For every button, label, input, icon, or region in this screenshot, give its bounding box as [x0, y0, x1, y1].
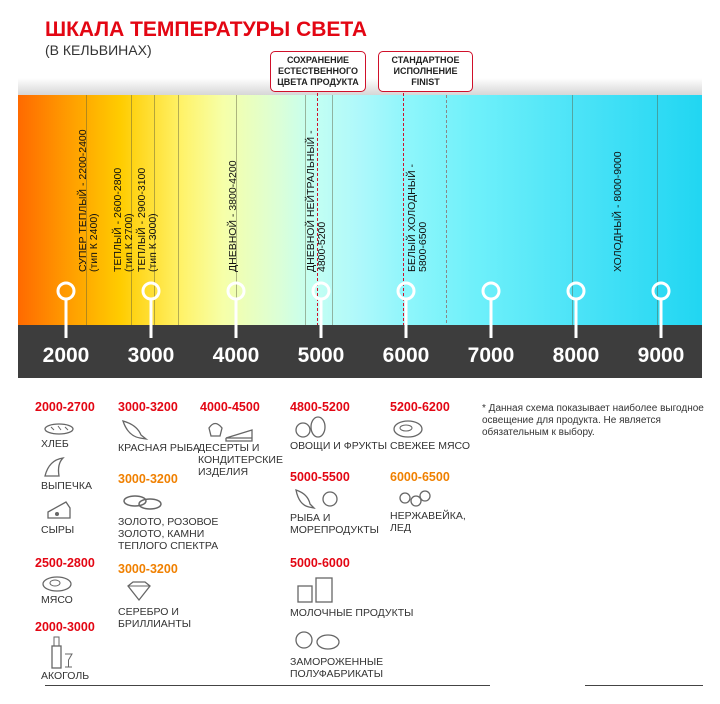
- item-steel-ice: НЕРЖАВЕЙКА, ЛЕД: [390, 510, 466, 534]
- scale-tick-label: 7000: [467, 344, 515, 367]
- range-label: 6000-6500: [390, 470, 450, 484]
- column-daylight: 4000-4500 ДЕСЕРТЫ И КОНДИТЕРСКИЕ ИЗДЕЛИЯ: [198, 400, 293, 478]
- band-divider: [572, 95, 573, 335]
- item-alcohol: АКОГОЛЬ: [41, 670, 90, 682]
- item-vegetables: ОВОЩИ И ФРУКТЫ: [290, 440, 388, 452]
- alcohol-icon: [51, 636, 73, 669]
- callout-line-finist: [403, 68, 404, 336]
- diamond-icon: [127, 581, 151, 602]
- band-label-cold: ХОЛОДНЫЙ - 8000-9000: [612, 151, 624, 272]
- scale-marker-stem: [659, 300, 663, 338]
- band-divider: [86, 95, 87, 335]
- band-divider: [131, 95, 132, 335]
- scale-marker-circle: [481, 281, 501, 301]
- scale-tick-label: 4000: [212, 344, 260, 367]
- scale-tick-label: 8000: [552, 344, 600, 367]
- page-title: ШКАЛА ТЕМПЕРАТУРЫ СВЕТА: [45, 18, 368, 41]
- item-desserts: ДЕСЕРТЫ И КОНДИТЕРСКИЕ ИЗДЕЛИЯ: [198, 442, 283, 478]
- band-divider: [332, 95, 333, 335]
- bread-icon: [44, 423, 74, 435]
- footnote: * Данная схема показывает наиболее выгод…: [482, 403, 704, 438]
- seafood-icon: [295, 489, 338, 510]
- callout-natural-color: СОХРАНЕНИЕ ЕСТЕСТВЕННОГО ЦВЕТА ПРОДУКТА: [270, 51, 366, 92]
- band-label-cool-white: БЕЛЫЙ ХОЛОДНЫЙ -5800-6500: [406, 163, 429, 272]
- item-dairy: МОЛОЧНЫЕ ПРОДУКТЫ: [290, 607, 414, 619]
- range-label: 3000-3200: [118, 400, 178, 414]
- band-label-daylight: ДНЕВНОЙ - 3800-4200: [227, 160, 239, 272]
- scale-tick-label: 2000: [42, 344, 90, 367]
- fresh-meat-icon: [393, 420, 423, 438]
- dairy-icon: [297, 577, 333, 603]
- item-fresh-meat: СВЕЖЕЕ МЯСО: [390, 440, 471, 452]
- range-label: 5000-5500: [290, 470, 350, 484]
- column-cool: 5200-6200 СВЕЖЕЕ МЯСО 6000-6500 НЕРЖАВЕЙ…: [390, 400, 480, 534]
- ice-icon: [399, 490, 431, 507]
- scale-tick-label: 9000: [637, 344, 685, 367]
- rings-icon: [123, 495, 162, 510]
- range-label: 4000-4500: [200, 400, 260, 414]
- item-seafood: РЫБА И МОРЕПРОДУКТЫ: [290, 512, 379, 536]
- band-divider: [178, 95, 179, 335]
- scale-marker-circle: [311, 281, 331, 301]
- scale-marker-circle: [651, 281, 671, 301]
- range-label: 2000-3000: [35, 620, 95, 634]
- scale-marker-circle: [56, 281, 76, 301]
- band-label-warm-3000: ТЕПЛЫЙ - 2900-3100 (тип К 3000): [136, 167, 159, 272]
- band-divider: [154, 95, 155, 335]
- range-label: 5200-6200: [390, 400, 450, 414]
- band-divider: [305, 95, 306, 335]
- scale-marker-stem: [489, 300, 493, 338]
- range-label: 3000-3200: [118, 472, 178, 486]
- scale-marker-circle: [566, 281, 586, 301]
- scale-marker-stem: [149, 300, 153, 338]
- divider: [585, 685, 703, 686]
- scale-marker-stem: [64, 300, 68, 338]
- callout-line-natural: [317, 68, 318, 336]
- vegetables-icon: [295, 416, 326, 438]
- fish-icon: [121, 420, 149, 441]
- croissant-icon: [44, 457, 65, 477]
- kelvin-scale-bar: [18, 325, 702, 378]
- item-gold: ЗОЛОТО, РОЗОВОЕ ЗОЛОТО, КАМНИ ТЕПЛОГО СП…: [118, 516, 219, 552]
- scale-marker-circle: [226, 281, 246, 301]
- range-label: 2500-2800: [35, 556, 95, 570]
- page-subtitle: (В КЕЛЬВИНАХ): [45, 42, 152, 58]
- column-warm-jewelry: 3000-3200 КРАСНАЯ РЫБА 3000-3200 ЗОЛОТО,…: [118, 400, 228, 630]
- color-temperature-gradient: [18, 95, 702, 327]
- band-divider: [236, 95, 237, 335]
- item-frozen: ЗАМОРОЖЕННЫЕ ПОЛУФАБРИКАТЫ: [290, 656, 384, 680]
- divider: [45, 685, 490, 686]
- scale-marker-stem: [319, 300, 323, 338]
- item-cheese: СЫРЫ: [41, 524, 75, 536]
- range-label: 5000-6000: [290, 556, 350, 570]
- scale-tick-label: 5000: [297, 344, 345, 367]
- range-label: 3000-3200: [118, 562, 178, 576]
- band-divider: [657, 95, 658, 335]
- dessert-icon: [208, 422, 253, 442]
- band-dashed-divider: [446, 95, 447, 363]
- scale-marker-stem: [404, 300, 408, 338]
- item-red-fish: КРАСНАЯ РЫБА: [118, 442, 200, 454]
- cheese-icon: [47, 501, 71, 519]
- scale-tick-label: 3000: [127, 344, 175, 367]
- scale-tick-label: 6000: [382, 344, 430, 367]
- range-label: 2000-2700: [35, 400, 95, 414]
- frozen-food-icon: [295, 631, 340, 650]
- item-silver: СЕРЕБРО И БРИЛЛИАНТЫ: [118, 606, 192, 630]
- item-bread: ХЛЕБ: [41, 438, 69, 450]
- band-label-neutral-daylight: ДНЕВНОЙ НЕЙТРАЛЬНЫЙ -4800-5200: [305, 130, 328, 272]
- scale-marker-circle: [396, 281, 416, 301]
- scale-marker-stem: [574, 300, 578, 338]
- column-neutral: 4800-5200 ОВОЩИ И ФРУКТЫ 5000-5500 РЫБА …: [290, 400, 415, 680]
- callout-standard-finist: СТАНДАРТНОЕ ИСПОЛНЕНИЕ FINIST: [378, 51, 473, 92]
- meat-icon: [42, 576, 72, 592]
- item-pastry: ВЫПЕЧКА: [41, 480, 92, 492]
- band-label-super-warm: СУПЕР ТЕПЛЫЙ - 2200-2400 (тип К 2400): [77, 129, 100, 272]
- item-meat: МЯСО: [41, 594, 73, 606]
- scale-marker-circle: [141, 281, 161, 301]
- column-warm: 2000-2700 ХЛЕБ ВЫПЕЧКА СЫРЫ 2500-2800 МЯ…: [35, 400, 95, 682]
- scale-marker-stem: [234, 300, 238, 338]
- range-label: 4800-5200: [290, 400, 350, 414]
- band-label-warm-2700: ТЕПЛЫЙ - 2600-2800 (тип К 2700): [112, 167, 135, 272]
